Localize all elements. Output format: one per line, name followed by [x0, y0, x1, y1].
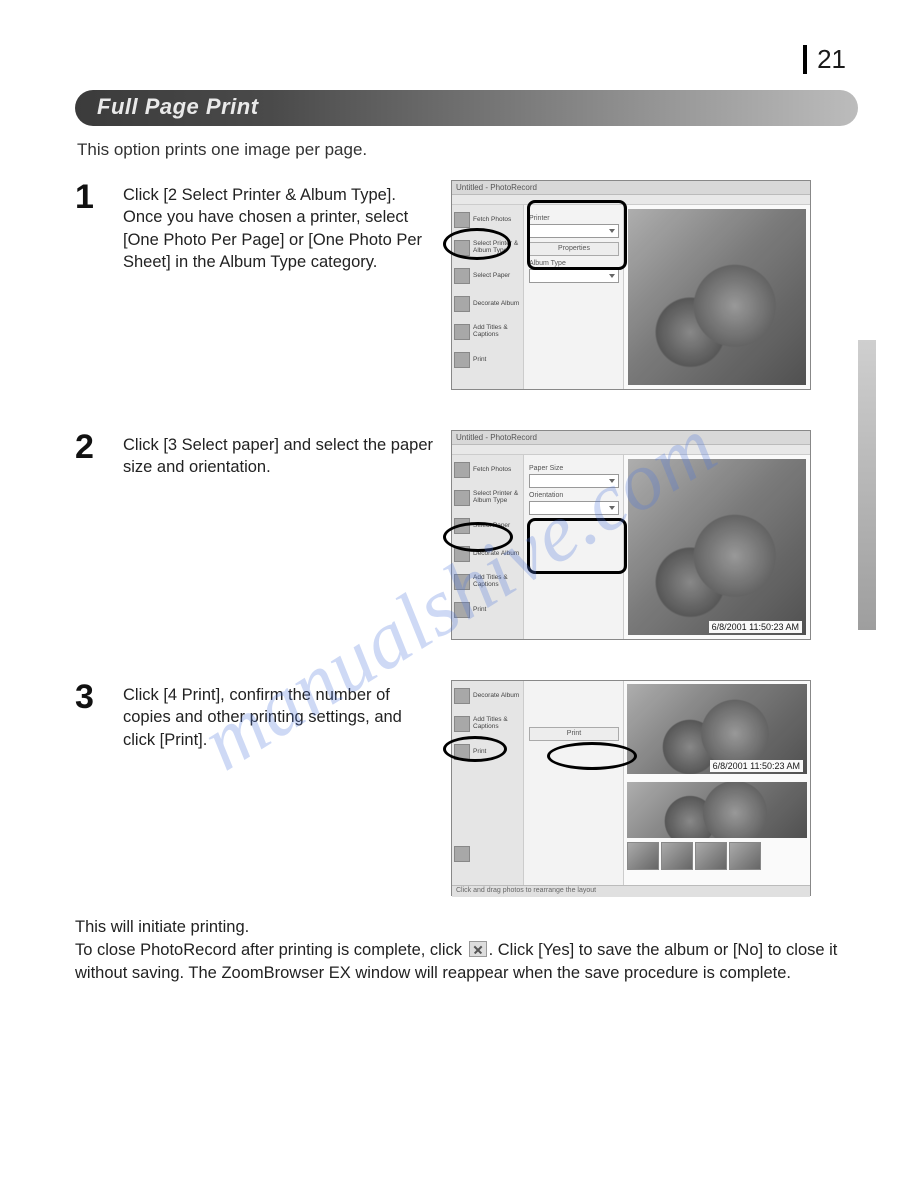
window-title: Untitled - PhotoRecord: [452, 431, 810, 445]
zoom-icon: [454, 846, 470, 862]
fetch-icon: [454, 462, 470, 478]
timestamp: 6/8/2001 11:50:23 AM: [709, 621, 802, 633]
timestamp: 6/8/2001 11:50:23 AM: [710, 760, 803, 772]
sidebar-add-titles: Add Titles & Captions: [473, 325, 521, 339]
highlight-oval: [443, 228, 511, 260]
orientation-label: Orientation: [529, 492, 618, 499]
photo-preview: 6/8/2001 11:50:23 AM: [627, 684, 807, 774]
step-text: Click [2 Select Printer & Album Type]. O…: [123, 180, 433, 273]
sidebar-print: Print: [473, 607, 486, 614]
thumbs-area: [624, 779, 810, 885]
step-text: Click [4 Print], confirm the number of c…: [123, 680, 433, 751]
step-number: 1: [75, 180, 105, 214]
sidebar-print: Print: [473, 357, 486, 364]
footer-line1: This will initiate printing.: [75, 918, 249, 936]
printer-icon: [454, 490, 470, 506]
fetch-icon: [454, 212, 470, 228]
sidebar-fetch: Fetch Photos: [473, 217, 511, 224]
mid-empty: [524, 779, 624, 885]
decorate-icon: [454, 688, 470, 704]
menubar: [452, 445, 810, 455]
close-icon[interactable]: [469, 941, 487, 957]
paper-size-combo[interactable]: [529, 474, 619, 488]
sidebar-select-paper: Select Paper: [473, 273, 510, 280]
step-text: Click [3 Select paper] and select the pa…: [123, 430, 433, 479]
highlight-box: [527, 518, 627, 574]
preview-area: 6/8/2001 11:50:23 AM: [624, 455, 810, 639]
highlight-oval: [443, 736, 507, 762]
section-title: Full Page Print: [75, 90, 858, 126]
titles-icon: [454, 324, 470, 340]
sidebar-decorate: Decorate Album: [473, 693, 519, 700]
thumbnail[interactable]: [695, 842, 727, 870]
step-2: 2 Click [3 Select paper] and select the …: [75, 430, 858, 640]
step-number: 3: [75, 680, 105, 714]
paper-icon: [454, 268, 470, 284]
screenshot-3: Decorate Album Add Titles & Captions Pri…: [451, 680, 811, 896]
thumbnail[interactable]: [661, 842, 693, 870]
sidebar-add-titles: Add Titles & Captions: [473, 575, 521, 589]
album-type-combo[interactable]: [529, 269, 619, 283]
step-3: 3 Click [4 Print], confirm the number of…: [75, 680, 858, 896]
titles-icon: [454, 574, 470, 590]
footer-text: This will initiate printing. To close Ph…: [75, 916, 858, 984]
highlight-box: [527, 200, 627, 270]
thumbnail-row: [627, 842, 807, 870]
lead-text: This option prints one image per page.: [77, 140, 858, 160]
paper-size-label: Paper Size: [529, 465, 618, 472]
print-button[interactable]: Print: [529, 727, 619, 741]
sidebar-fetch: Fetch Photos: [473, 467, 511, 474]
step-1: 1 Click [2 Select Printer & Album Type].…: [75, 180, 858, 390]
sidebar-lower: [452, 779, 524, 885]
preview-area: 6/8/2001 11:50:23 AM: [624, 681, 810, 779]
titles-icon: [454, 716, 470, 732]
side-tab: [858, 340, 876, 630]
status-bar: Click and drag photos to rearrange the l…: [452, 885, 810, 897]
sidebar-select-printer: Select Printer & Album Type: [473, 491, 521, 505]
sidebar: Decorate Album Add Titles & Captions Pri…: [452, 681, 524, 779]
thumbnail[interactable]: [729, 842, 761, 870]
page-number: 21: [803, 45, 846, 74]
screenshot-1: Untitled - PhotoRecord Fetch Photos Sele…: [451, 180, 811, 390]
print-icon: [454, 602, 470, 618]
footer-line2a: To close PhotoRecord after printing is c…: [75, 941, 467, 959]
photo-preview: [628, 209, 806, 385]
print-icon: [454, 352, 470, 368]
window-title: Untitled - PhotoRecord: [452, 181, 810, 195]
preview-area: [624, 205, 810, 389]
highlight-oval: [443, 522, 513, 552]
thumbnail[interactable]: [627, 842, 659, 870]
highlight-oval: [547, 742, 637, 770]
sidebar-decorate: Decorate Album: [473, 301, 519, 308]
menubar: [452, 195, 810, 205]
sidebar-add-titles: Add Titles & Captions: [473, 717, 521, 731]
decorate-icon: [454, 296, 470, 312]
orientation-combo[interactable]: [529, 501, 619, 515]
photo-preview: 6/8/2001 11:50:23 AM: [628, 459, 806, 635]
photo-preview-2: [627, 782, 807, 838]
step-number: 2: [75, 430, 105, 464]
